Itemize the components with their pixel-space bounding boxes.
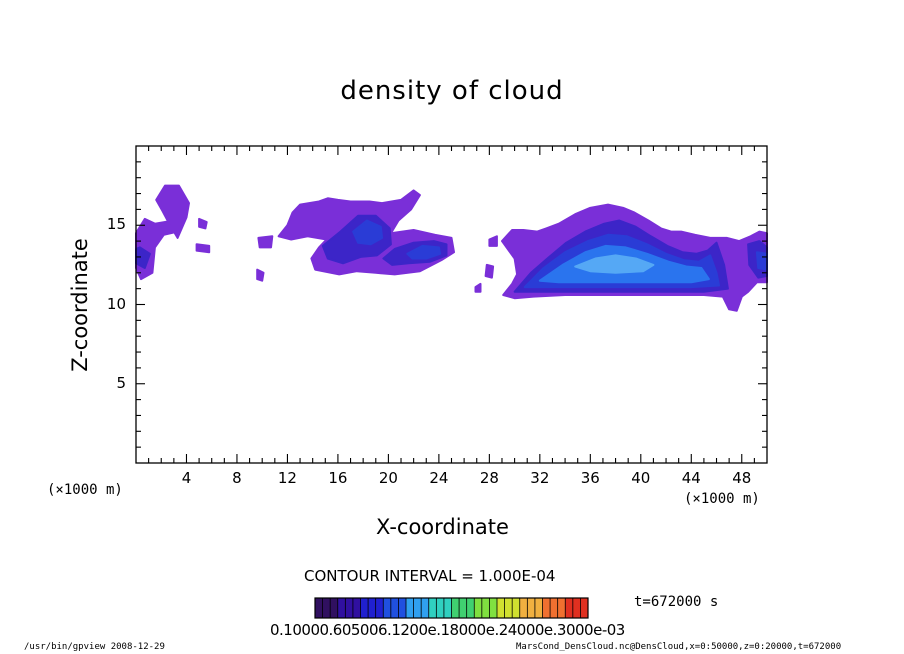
plot-frame xyxy=(135,145,768,464)
colorbar-cell xyxy=(398,598,406,618)
cloud-region-right-edge-inner xyxy=(755,251,768,271)
colorbar-cell xyxy=(436,598,444,618)
colorbar-cell xyxy=(368,598,376,618)
x-tick-label: 44 xyxy=(681,469,701,487)
colorbar-cell xyxy=(527,598,535,618)
cloud-region-speck-x10 xyxy=(256,268,265,282)
x-tick-label: 12 xyxy=(277,469,297,487)
colorbar xyxy=(314,597,589,619)
cloud-region-speck-x28b xyxy=(484,263,495,279)
x-tick-label: 36 xyxy=(580,469,600,487)
y-tick-label: 5 xyxy=(116,373,126,392)
colorbar-cell xyxy=(383,598,391,618)
cloud-region-speck-x10b xyxy=(257,235,274,249)
colorbar-cell xyxy=(360,598,369,618)
colorbar-cell xyxy=(481,598,490,618)
colorbar-cell xyxy=(572,598,581,618)
x-tick-label: 28 xyxy=(479,469,499,487)
y-tick-label: 15 xyxy=(106,215,126,234)
contour-interval-label: CONTOUR INTERVAL = 1.000E-04 xyxy=(304,567,556,585)
footer-data-source: MarsCond_DensCloud.nc@DensCloud,x=0:5000… xyxy=(516,642,842,652)
cloud-region-blob-x4 xyxy=(155,184,190,239)
cloud-region-right-sub-inner xyxy=(406,244,442,260)
x-axis-unit-left: (×1000 m) xyxy=(47,482,123,498)
colorbar-cell xyxy=(459,598,467,618)
colorbar-cell xyxy=(375,598,384,618)
cloud-region-speck-x5b xyxy=(195,243,211,254)
cloud-region-speck-x5 xyxy=(198,217,208,230)
x-tick-label: 32 xyxy=(530,469,550,487)
colorbar-cell xyxy=(489,598,497,618)
x-tick-label: 16 xyxy=(328,469,348,487)
cloud-region-big-cloud-peak xyxy=(574,254,655,274)
chart-title: density of cloud xyxy=(340,76,564,106)
x-tick-label: 8 xyxy=(232,469,242,487)
colorbar-cell xyxy=(330,598,338,618)
y-tick-label: 10 xyxy=(106,294,126,313)
colorbar-cell xyxy=(428,598,437,618)
x-tick-label: 40 xyxy=(631,469,651,487)
colorbar-cell xyxy=(451,598,460,618)
cloud-regions xyxy=(135,184,768,312)
footer-program-date: /usr/bin/gpview 2008-12-29 xyxy=(24,642,165,652)
colorbar-cell xyxy=(406,598,414,618)
cloud-region-speck-x27 xyxy=(474,282,482,293)
x-axis-unit-right: (×1000 m) xyxy=(684,491,760,507)
colorbar-cell xyxy=(504,598,513,618)
x-tick-label: 48 xyxy=(732,469,752,487)
colorbar-cell xyxy=(565,598,573,618)
colorbar-cell xyxy=(352,598,361,618)
colorbar-cell xyxy=(534,598,543,618)
colorbar-cell xyxy=(550,598,558,618)
colorbar-cell xyxy=(413,598,422,618)
colorbar-cell xyxy=(337,598,346,618)
x-tick-label: 4 xyxy=(181,469,192,487)
colorbar-cell xyxy=(322,598,331,618)
colorbar-cell xyxy=(580,598,588,618)
colorbar-cell xyxy=(390,598,399,618)
colorbar-cell xyxy=(542,598,551,618)
y-axis-label: Z-coordinate xyxy=(68,238,92,372)
colorbar-labels: 0.10000.605006.1200e.18000e.24000e.3000e… xyxy=(270,621,625,639)
x-tick-label: 20 xyxy=(378,469,398,487)
colorbar-cell xyxy=(519,598,528,618)
colorbar-cell xyxy=(466,598,475,618)
colorbar-cell xyxy=(443,598,452,618)
cloud-region-speck-x28 xyxy=(488,235,498,247)
colorbar-cell xyxy=(421,598,429,618)
colorbar-cell xyxy=(497,598,505,618)
colorbar-cell xyxy=(557,598,566,618)
colorbar-cell xyxy=(315,598,323,618)
colorbar-frame xyxy=(314,597,589,619)
time-label: t=672000 s xyxy=(634,594,719,610)
x-tick-label: 24 xyxy=(429,469,449,487)
colorbar-cell xyxy=(474,598,482,618)
cloud-region-main-left-inner xyxy=(352,219,384,246)
colorbar-cell xyxy=(512,598,520,618)
colorbar-cell xyxy=(345,598,353,618)
x-axis-label: X-coordinate xyxy=(376,515,509,539)
axis-ticks xyxy=(136,146,767,463)
